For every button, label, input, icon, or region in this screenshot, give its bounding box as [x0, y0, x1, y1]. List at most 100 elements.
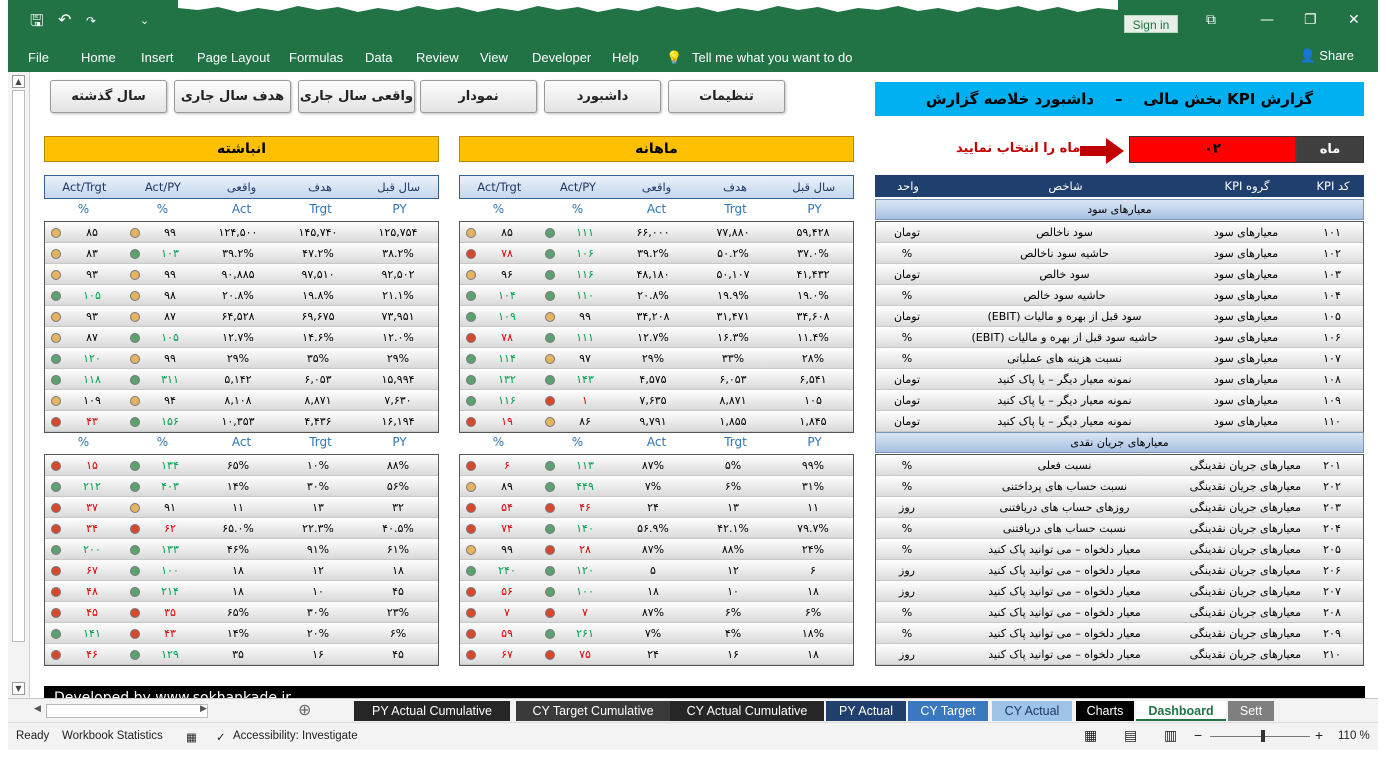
- accessibility-status[interactable]: Accessibility: Investigate: [233, 730, 358, 742]
- zoom-level[interactable]: 110 %: [1338, 730, 1370, 742]
- nav-button-dashboard[interactable]: داشبورد: [544, 80, 661, 113]
- status-dot-icon: [130, 461, 140, 471]
- kpi-code: ۲۱۰: [1323, 648, 1341, 661]
- restore-icon[interactable]: ❐: [1304, 12, 1317, 28]
- status-dot-icon: [51, 375, 61, 385]
- kpi-code: ۱۰۲: [1323, 247, 1341, 260]
- sheet-tab-cy-actual-cumulative[interactable]: CY Actual Cumulative: [670, 701, 824, 721]
- unit-label-2: Act: [231, 435, 252, 449]
- act-py-cell: ۱۱۳: [576, 459, 594, 472]
- nav-button-cy-actual[interactable]: واقعی سال جاری: [298, 80, 415, 113]
- nav-button-settings[interactable]: تنظیمات: [668, 80, 785, 113]
- month-value[interactable]: ۰۲: [1130, 137, 1295, 162]
- excel-window: 🖫 ↶ ↷ ⌄ Sign in ⧉ — ❐ ✕ File Home Insert…: [8, 0, 1378, 758]
- act-py-cell: ۱۳۳: [161, 543, 179, 556]
- normal-view-icon[interactable]: ▦: [1084, 727, 1098, 743]
- zoom-slider[interactable]: [1210, 736, 1310, 737]
- table-row: ۹۲,۵۰۲ ۹۷,۵۱۰ ۹۰,۸۸۵ ۹۹ ۹۳: [45, 264, 438, 285]
- sheet-tab-cy-actual[interactable]: CY Actual: [992, 701, 1072, 721]
- value-cell: ۴۲.۱%: [717, 522, 749, 535]
- kpi-name: سود خالص: [1039, 268, 1090, 281]
- status-dot-icon: [545, 608, 555, 618]
- menu-view[interactable]: View: [480, 50, 508, 65]
- sheet-tab-cy-target[interactable]: CY Target: [908, 701, 988, 721]
- nav-button-cy-target[interactable]: هدف سال جاری: [174, 80, 291, 113]
- value-cell: ۲۲.۳%: [302, 522, 334, 535]
- value-cell: ۶۵%: [226, 606, 250, 619]
- sheet-tab-dashboard[interactable]: Dashboard: [1136, 701, 1226, 721]
- tell-me-search[interactable]: Tell me what you want to do: [692, 50, 853, 65]
- share-button[interactable]: 👤 Share: [1299, 48, 1354, 64]
- table-row: ۲۳% ۳۰% ۶۵% ۳۵ ۴۵: [45, 602, 438, 623]
- zoom-out-icon[interactable]: −: [1194, 727, 1203, 743]
- kpi-unit: %: [901, 352, 913, 365]
- menu-review[interactable]: Review: [416, 50, 459, 65]
- workbook-statistics[interactable]: Workbook Statistics: [62, 730, 163, 742]
- sheet-tab-sett[interactable]: Sett: [1228, 701, 1274, 721]
- act-py-cell: ۴۴۹: [576, 480, 594, 493]
- status-dot-icon: [545, 354, 555, 364]
- nav-button-chart[interactable]: نمودار: [420, 80, 537, 113]
- redo-icon[interactable]: ↷: [86, 14, 97, 28]
- sheet-tab-cy-target-cumulative[interactable]: CY Target Cumulative: [516, 701, 670, 721]
- scroll-up-icon[interactable]: ▲: [12, 75, 25, 88]
- status-dot-icon: [466, 629, 476, 639]
- metric-column-header: سال قبل هدف واقعی Act/PY Act/Trgt: [459, 175, 854, 199]
- undo-icon[interactable]: ↶: [58, 10, 72, 29]
- menu-page-layout[interactable]: Page Layout: [197, 50, 271, 65]
- act-trgt-cell: ۴۶: [86, 648, 98, 661]
- kpi-unit: %: [901, 289, 913, 302]
- kpi-row: ۱۰۳ معیارهای سود سود خالص تومان: [876, 264, 1363, 285]
- horizontal-scrollbar[interactable]: [46, 704, 208, 718]
- close-icon[interactable]: ✕: [1348, 12, 1360, 28]
- status-dot-icon: [466, 524, 476, 534]
- page-layout-view-icon[interactable]: ▤: [1124, 727, 1138, 743]
- col-header-3: Act/PY: [559, 180, 596, 194]
- menu-data[interactable]: Data: [365, 50, 393, 65]
- ribbon-tabs: File Home Insert Page Layout Formulas Da…: [8, 42, 1378, 72]
- menu-developer[interactable]: Developer: [532, 50, 592, 65]
- status-dot-icon: [466, 396, 476, 406]
- accessibility-icon[interactable]: ✓: [216, 732, 226, 744]
- tab-scroll-left-icon[interactable]: ◀: [34, 704, 41, 714]
- sheet-tab-py-actual[interactable]: PY Actual: [826, 701, 906, 721]
- customize-qat-icon[interactable]: ⌄: [140, 14, 150, 27]
- status-dot-icon: [545, 312, 555, 322]
- status-dot-icon: [51, 482, 61, 492]
- menu-home[interactable]: Home: [81, 50, 116, 65]
- sheet-tab-charts[interactable]: Charts: [1076, 701, 1134, 721]
- kpi-row: ۱۰۱ معیارهای سود سود ناخالص تومان: [876, 222, 1363, 243]
- act-py-cell: ۱۱۰: [576, 289, 594, 302]
- add-sheet-icon[interactable]: ⊕: [298, 700, 312, 719]
- nav-button-last-year[interactable]: سال گذشته: [50, 80, 167, 113]
- month-selector[interactable]: ۰۲ ماه: [1129, 136, 1364, 163]
- zoom-slider-thumb[interactable]: [1261, 730, 1265, 742]
- save-icon[interactable]: 🖫: [30, 11, 44, 30]
- menu-formulas[interactable]: Formulas: [289, 50, 344, 65]
- zoom-in-icon[interactable]: +: [1315, 727, 1324, 743]
- sheet-tab-py-actual-cumulative[interactable]: PY Actual Cumulative: [354, 701, 510, 721]
- scroll-thumb[interactable]: [12, 90, 25, 642]
- menu-help[interactable]: Help: [612, 50, 639, 65]
- kpi-group: معیارهای سود: [1213, 373, 1279, 386]
- act-trgt-cell: ۱۵: [86, 459, 98, 472]
- minimize-icon[interactable]: —: [1260, 12, 1274, 28]
- table-row: ۶ ۱۲ ۵ ۱۲۰ ۲۴۰: [460, 560, 853, 581]
- table-row: ۱۱ ۱۳ ۲۴ ۴۶ ۵۴: [460, 497, 853, 518]
- stats-icon[interactable]: ▦: [186, 732, 197, 744]
- unit-label-4: %: [492, 435, 505, 449]
- vertical-scrollbar[interactable]: ▲ ▼: [8, 72, 30, 698]
- menu-insert[interactable]: Insert: [141, 50, 174, 65]
- page-break-view-icon[interactable]: ▥: [1164, 727, 1178, 743]
- tab-scroll-right-icon[interactable]: ▶: [200, 704, 207, 714]
- kpi-name: حاشیه سود ناخالص: [1020, 247, 1109, 260]
- sign-in-button[interactable]: Sign in: [1124, 15, 1178, 33]
- scroll-down-icon[interactable]: ▼: [12, 682, 25, 695]
- menu-file[interactable]: File: [28, 50, 49, 65]
- ribbon-display-icon[interactable]: ⧉: [1206, 12, 1216, 28]
- value-cell: ۸۷%: [641, 543, 665, 556]
- act-py-cell: ۸۶: [579, 415, 591, 428]
- unit-row: PY Trgt Act%%: [459, 433, 854, 451]
- table-row: ۴۵ ۱۰ ۱۸ ۲۱۴ ۴۸: [45, 581, 438, 602]
- metric-column-header: سال قبل هدف واقعی Act/PY Act/Trgt: [44, 175, 439, 199]
